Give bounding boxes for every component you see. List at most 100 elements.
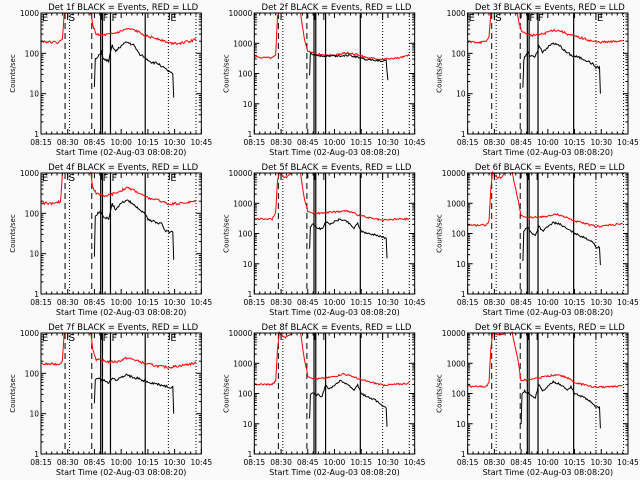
y-tick-label: 10 bbox=[243, 420, 253, 429]
x-tick-label: 08:45 bbox=[84, 458, 106, 467]
y-tick-label: 10 bbox=[456, 260, 466, 269]
y-axis-label: Counts/sec bbox=[9, 214, 17, 253]
x-tick-label: 10:30 bbox=[590, 138, 612, 147]
y-tick-label: 10000 bbox=[228, 329, 252, 338]
series-lld bbox=[467, 170, 623, 228]
x-tick-label: 10:00 bbox=[110, 298, 132, 307]
x-tick-label: 08:45 bbox=[510, 458, 532, 467]
x-tick-label: 08:45 bbox=[297, 298, 319, 307]
series-lld bbox=[467, 331, 623, 389]
interval-label: F bbox=[538, 13, 544, 24]
x-axis-label: Start Time (02-Aug-03 08:08:20) bbox=[483, 468, 614, 477]
y-tick-label: 10000 bbox=[228, 169, 252, 178]
x-tick-label: 10:30 bbox=[377, 298, 399, 307]
x-tick-label: 08:15 bbox=[244, 138, 266, 147]
x-tick-label: 10:45 bbox=[617, 298, 639, 307]
x-tick-label: 08:15 bbox=[244, 458, 266, 467]
y-tick-label: 10 bbox=[456, 420, 466, 429]
x-tick-label: 08:30 bbox=[57, 138, 79, 147]
x-tick-label: 10:15 bbox=[137, 138, 159, 147]
x-axis-label: Start Time (02-Aug-03 08:08:20) bbox=[56, 148, 187, 157]
x-tick-label: 10:15 bbox=[137, 458, 159, 467]
series-events bbox=[309, 218, 388, 259]
y-tick-label: 1000 bbox=[447, 9, 466, 18]
x-tick-label: 10:00 bbox=[110, 138, 132, 147]
x-tick-label: 08:45 bbox=[84, 138, 106, 147]
x-tick-label: 10:00 bbox=[324, 458, 346, 467]
series-lld bbox=[254, 12, 410, 61]
interval-bracket bbox=[323, 172, 329, 180]
x-tick-label: 08:15 bbox=[457, 298, 479, 307]
y-tick-label: 100 bbox=[238, 390, 253, 399]
y-tick-label: 100 bbox=[238, 230, 253, 239]
series-events bbox=[93, 373, 175, 414]
interval-bracket bbox=[382, 12, 388, 20]
panel-det-8: Det 8f BLACK = Events, RED = LLD 1 10 100 10… bbox=[222, 323, 425, 477]
y-tick-label: 10 bbox=[243, 100, 253, 109]
x-tick-label: 08:30 bbox=[270, 138, 292, 147]
interval-label: E bbox=[170, 333, 176, 344]
x-tick-label: 08:15 bbox=[30, 458, 52, 467]
interval-label: F bbox=[111, 13, 117, 24]
y-tick-label: 100 bbox=[238, 70, 253, 79]
y-tick-label: 1000 bbox=[20, 329, 39, 338]
x-tick-label: 10:00 bbox=[537, 298, 559, 307]
x-tick-label: 10:45 bbox=[404, 298, 426, 307]
x-tick-label: 10:45 bbox=[404, 138, 426, 147]
x-tick-label: 10:30 bbox=[590, 458, 612, 467]
y-axis-label: Counts/sec bbox=[9, 374, 17, 413]
y-tick-label: 10 bbox=[29, 90, 39, 99]
x-tick-label: 08:45 bbox=[510, 138, 532, 147]
x-tick-label: 10:45 bbox=[617, 138, 639, 147]
interval-bracket bbox=[595, 172, 601, 180]
panel-title: Det 1f BLACK = Events, RED = LLD bbox=[48, 3, 198, 13]
y-tick-label: 1 bbox=[248, 130, 253, 139]
x-tick-label: 08:30 bbox=[484, 458, 506, 467]
x-tick-label: 08:45 bbox=[297, 138, 319, 147]
y-tick-label: 1000 bbox=[447, 359, 466, 368]
panel-title: Det 2f BLACK = Events, RED = LLD bbox=[262, 3, 412, 13]
y-axis-label: Counts/sec bbox=[222, 214, 230, 253]
x-tick-label: 10:15 bbox=[350, 298, 372, 307]
panel-title: Det 7f BLACK = Events, RED = LLD bbox=[48, 323, 198, 333]
series-events bbox=[522, 221, 601, 266]
x-axis-label: Start Time (02-Aug-03 08:08:20) bbox=[483, 148, 614, 157]
panel-title: Det 6f BLACK = Events, RED = LLD bbox=[475, 163, 625, 173]
y-tick-label: 100 bbox=[451, 390, 466, 399]
interval-bracket bbox=[382, 332, 388, 340]
panel-title: Det 4f BLACK = Events, RED = LLD bbox=[48, 163, 198, 173]
x-tick-label: 10:45 bbox=[191, 298, 213, 307]
x-axis-label: Start Time (02-Aug-03 08:08:20) bbox=[269, 468, 400, 477]
x-tick-label: 08:30 bbox=[484, 298, 506, 307]
y-tick-label: 10 bbox=[243, 260, 253, 269]
x-tick-label: 08:30 bbox=[57, 298, 79, 307]
y-tick-label: 100 bbox=[25, 209, 40, 218]
x-tick-label: 10:45 bbox=[404, 458, 426, 467]
y-tick-label: 1000 bbox=[20, 169, 39, 178]
interval-bracket bbox=[382, 172, 388, 180]
panel-title: Det 3f BLACK = Events, RED = LLD bbox=[475, 3, 625, 13]
y-tick-label: 10 bbox=[29, 410, 39, 419]
y-tick-label: 10 bbox=[456, 90, 466, 99]
x-tick-label: 08:15 bbox=[30, 138, 52, 147]
y-axis-label: Counts/sec bbox=[9, 54, 17, 93]
interval-label: E bbox=[170, 13, 176, 24]
y-axis-label: Counts/sec bbox=[222, 374, 230, 413]
interval-bracket bbox=[323, 332, 329, 340]
x-tick-label: 10:30 bbox=[590, 298, 612, 307]
interval-label: S bbox=[69, 173, 75, 184]
panel-det-5: Det 5f BLACK = Events, RED = LLD 1 10 100 10… bbox=[222, 163, 425, 317]
x-tick-label: 08:15 bbox=[244, 298, 266, 307]
interval-label: S bbox=[69, 333, 75, 344]
y-tick-label: 1000 bbox=[233, 199, 252, 208]
interval-label: F bbox=[103, 333, 109, 344]
series-lld bbox=[254, 330, 410, 387]
interval-label: F bbox=[529, 13, 535, 24]
y-tick-label: 10 bbox=[29, 250, 39, 259]
y-tick-label: 1000 bbox=[233, 39, 252, 48]
interval-label: F bbox=[111, 333, 117, 344]
x-tick-label: 10:15 bbox=[350, 138, 372, 147]
